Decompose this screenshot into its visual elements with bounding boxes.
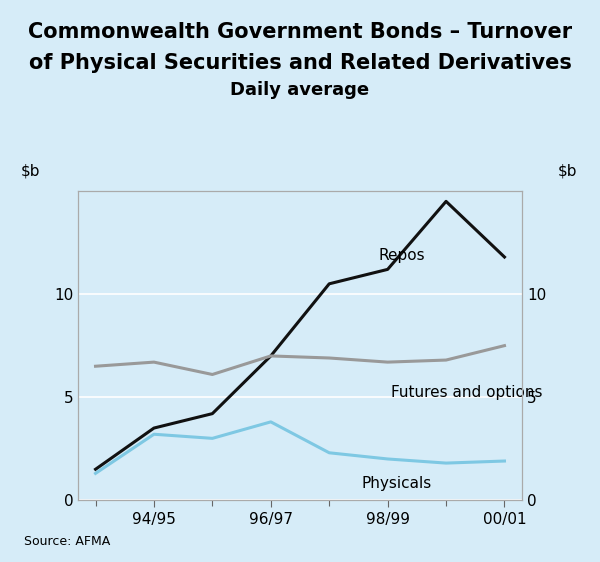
Text: Commonwealth Government Bonds – Turnover: Commonwealth Government Bonds – Turnover: [28, 22, 572, 43]
Text: Source: AFMA: Source: AFMA: [24, 535, 110, 548]
Text: Repos: Repos: [379, 248, 425, 263]
Text: $b: $b: [20, 164, 40, 179]
Text: Daily average: Daily average: [230, 81, 370, 99]
Text: Physicals: Physicals: [361, 477, 431, 492]
Text: $b: $b: [557, 164, 577, 179]
Text: of Physical Securities and Related Derivatives: of Physical Securities and Related Deriv…: [29, 53, 571, 74]
Text: Futures and options: Futures and options: [391, 385, 542, 400]
